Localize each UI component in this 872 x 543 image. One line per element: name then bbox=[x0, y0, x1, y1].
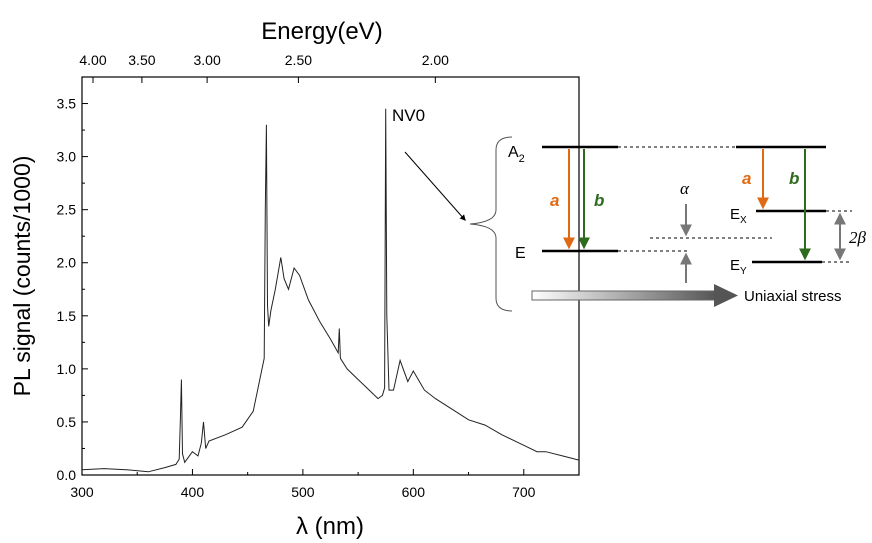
y-tick-label: 0.0 bbox=[57, 467, 77, 483]
y-axis: 0.0 0.5 1.0 1.5 2.0 2.5 3.0 3.5 bbox=[57, 96, 88, 483]
energy-level-inset: A2 E a b a b α EX EY 2β Uniaxial stress bbox=[469, 136, 867, 312]
x-axis: 300 400 500 600 700 bbox=[70, 469, 536, 500]
x-tick-label: 400 bbox=[181, 484, 205, 500]
stress-label: Uniaxial stress bbox=[744, 288, 842, 305]
x-tick-label: 700 bbox=[512, 484, 536, 500]
stress-arrow-body bbox=[531, 290, 717, 301]
y-tick-label: 0.5 bbox=[57, 414, 77, 430]
y-tick-label: 2.0 bbox=[57, 255, 77, 271]
plot-area: 300 400 500 600 700 0.0 0.5 1.0 1.5 2.0 2.5 3.0 3.5… bbox=[57, 52, 580, 500]
top-axis-label: Energy(eV) bbox=[261, 18, 382, 45]
top-tick-label: 3.50 bbox=[128, 52, 155, 68]
top-tick-label: 3.00 bbox=[193, 52, 220, 68]
plot-frame bbox=[81, 76, 580, 476]
ey-label: EY bbox=[730, 257, 747, 277]
y-axis-label: PL signal (counts/1000) bbox=[9, 156, 35, 397]
series-line bbox=[81, 108, 580, 473]
y-tick-label: 1.0 bbox=[57, 361, 77, 377]
transition-b-label: b bbox=[594, 191, 604, 210]
x-axis-label: λ (nm) bbox=[296, 513, 364, 540]
y-tick-label: 3.0 bbox=[57, 149, 77, 165]
beta-label: 2β bbox=[849, 228, 867, 247]
x-tick-label: 600 bbox=[402, 484, 426, 500]
y-tick-label: 3.5 bbox=[57, 96, 77, 112]
x-tick-label: 500 bbox=[291, 484, 315, 500]
ground-state-label: E bbox=[515, 245, 526, 262]
y-tick-label: 1.5 bbox=[57, 308, 77, 324]
ex-label: EX bbox=[730, 206, 747, 226]
inset-brace bbox=[469, 136, 513, 312]
top-tick-label: 4.00 bbox=[79, 52, 106, 68]
transition-b-label-right: b bbox=[789, 169, 799, 188]
peak-annotation-nv0: NV0 bbox=[392, 106, 425, 125]
x-tick-label: 300 bbox=[70, 484, 94, 500]
pointer-arrow bbox=[404, 151, 466, 221]
alpha-label: α bbox=[680, 179, 690, 198]
top-tick-label: 2.00 bbox=[422, 52, 449, 68]
stress-arrow-head bbox=[714, 284, 738, 307]
excited-state-label: A2 bbox=[508, 144, 525, 165]
y-tick-label: 2.5 bbox=[57, 202, 77, 218]
top-energy-axis: 4.00 3.50 3.00 2.50 2.00 bbox=[79, 52, 449, 83]
transition-a-label: a bbox=[550, 191, 559, 210]
transition-a-label-right: a bbox=[742, 169, 751, 188]
top-tick-label: 2.50 bbox=[285, 52, 312, 68]
